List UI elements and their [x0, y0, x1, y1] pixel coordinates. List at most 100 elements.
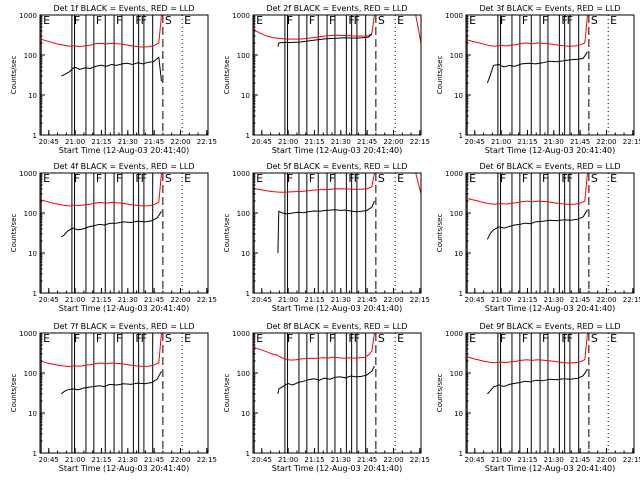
series-events-line [486, 209, 588, 240]
marker-label: F [96, 332, 102, 345]
marker-label: F [309, 172, 315, 185]
marker-label: F [74, 14, 80, 27]
marker-label: F [522, 172, 528, 185]
x-tick-label: 21:45 [357, 456, 377, 464]
marker-label: F [522, 332, 528, 345]
marker-label: S [378, 332, 385, 345]
y-tick-label: 1000 [445, 330, 463, 338]
x-tick-label: 21:30 [544, 138, 564, 146]
y-tick-label: 10 [28, 92, 37, 100]
panel-title: Det 4f BLACK = Events, RED = LLD [53, 162, 194, 171]
x-tick-label: 22:00 [170, 138, 190, 146]
x-tick-label: 21:45 [570, 296, 590, 304]
panel-title: Det 2f BLACK = Events, RED = LLD [266, 4, 407, 13]
marker-label: E [43, 172, 50, 185]
series-events-line [277, 200, 375, 254]
marker-label: F [309, 14, 315, 27]
y-tick-label: 1 [459, 290, 463, 298]
plot-frame [39, 172, 209, 294]
y-tick-label: 1000 [232, 12, 250, 20]
y-tick-label: 1 [459, 132, 463, 140]
marker-label: E [469, 14, 476, 27]
series-events-line [61, 371, 162, 395]
x-tick-label: 22:00 [596, 138, 616, 146]
series-lld-line [40, 332, 208, 368]
y-axis-label: Counts/sec [223, 56, 231, 95]
marker-label: F [542, 14, 548, 27]
x-tick-label: 21:00 [65, 456, 85, 464]
x-tick-label: 21:45 [570, 138, 590, 146]
marker-label: F [500, 332, 506, 345]
y-axis-label: Counts/sec [10, 56, 18, 95]
y-tick-label: 100 [450, 52, 463, 60]
x-tick-label: 22:00 [170, 296, 190, 304]
marker-label: F [116, 172, 122, 185]
marker-label: E [469, 332, 476, 345]
y-tick-label: 10 [28, 250, 37, 258]
y-tick-label: 100 [24, 210, 37, 218]
x-axis-label: Start Time (12-Aug-03 20:41:40) [59, 304, 190, 313]
plot-frame [252, 172, 422, 294]
x-tick-label: 21:15 [517, 456, 537, 464]
x-tick-label: 20:45 [39, 296, 59, 304]
x-tick-label: 21:00 [491, 138, 511, 146]
marker-label: F [522, 14, 528, 27]
x-axis-label: Start Time (12-Aug-03 20:41:40) [59, 146, 190, 155]
y-axis-label: Counts/sec [223, 374, 231, 413]
panel-title: Det 5f BLACK = Events, RED = LLD [266, 162, 407, 171]
marker-label: F [287, 332, 293, 345]
x-tick-label: 22:15 [410, 296, 430, 304]
marker-label: F [74, 332, 80, 345]
series-lld-line [252, 332, 421, 361]
y-tick-label: 10 [454, 92, 463, 100]
y-tick-label: 100 [237, 52, 250, 60]
y-tick-label: 10 [241, 250, 250, 258]
y-tick-label: 1 [33, 132, 37, 140]
marker-label: S [165, 172, 172, 185]
y-axis-label: Counts/sec [10, 214, 18, 253]
x-axis-label: Start Time (12-Aug-03 20:41:40) [272, 304, 403, 313]
x-tick-label: 21:45 [144, 296, 164, 304]
x-tick-label: 21:45 [357, 138, 377, 146]
x-tick-label: 20:45 [465, 138, 485, 146]
y-tick-label: 100 [237, 210, 250, 218]
y-tick-label: 1000 [232, 330, 250, 338]
plot-frame [252, 332, 422, 454]
x-axis-label: Start Time (12-Aug-03 20:41:40) [485, 146, 616, 155]
marker-label: F [96, 172, 102, 185]
series-lld-line [253, 172, 422, 195]
y-tick-label: 1 [246, 290, 250, 298]
x-tick-label: 21:15 [517, 138, 537, 146]
x-tick-label: 21:30 [331, 296, 351, 304]
x-axis-label: Start Time (12-Aug-03 20:41:40) [272, 464, 403, 473]
marker-label: E [184, 14, 191, 27]
x-tick-label: 21:15 [304, 138, 324, 146]
panel-title: Det 9f BLACK = Events, RED = LLD [479, 322, 620, 331]
y-tick-label: 1000 [232, 170, 250, 178]
marker-label: E [469, 172, 476, 185]
y-axis-label: Counts/sec [436, 56, 444, 95]
x-tick-label: 20:45 [252, 138, 272, 146]
x-tick-label: 21:15 [304, 296, 324, 304]
x-tick-label: 21:45 [144, 138, 164, 146]
x-tick-label: 21:00 [65, 296, 85, 304]
x-tick-label: 20:45 [465, 296, 485, 304]
x-tick-label: 21:15 [517, 296, 537, 304]
series-lld-line [466, 332, 634, 364]
y-tick-label: 1 [246, 132, 250, 140]
marker-label: F [329, 172, 335, 185]
x-tick-label: 22:00 [383, 138, 403, 146]
marker-label: F [329, 332, 335, 345]
y-tick-label: 100 [24, 52, 37, 60]
marker-label: F [329, 14, 335, 27]
x-axis-label: Start Time (12-Aug-03 20:41:40) [59, 464, 190, 473]
x-tick-label: 20:45 [252, 456, 272, 464]
x-tick-label: 21:00 [65, 138, 85, 146]
y-tick-label: 1000 [445, 12, 463, 20]
x-tick-label: 21:30 [118, 456, 138, 464]
series-lld-line [466, 14, 634, 47]
x-axis-label: Start Time (12-Aug-03 20:41:40) [485, 464, 616, 473]
plot-frame [465, 14, 635, 136]
marker-label: E [184, 172, 191, 185]
x-tick-label: 22:00 [596, 296, 616, 304]
